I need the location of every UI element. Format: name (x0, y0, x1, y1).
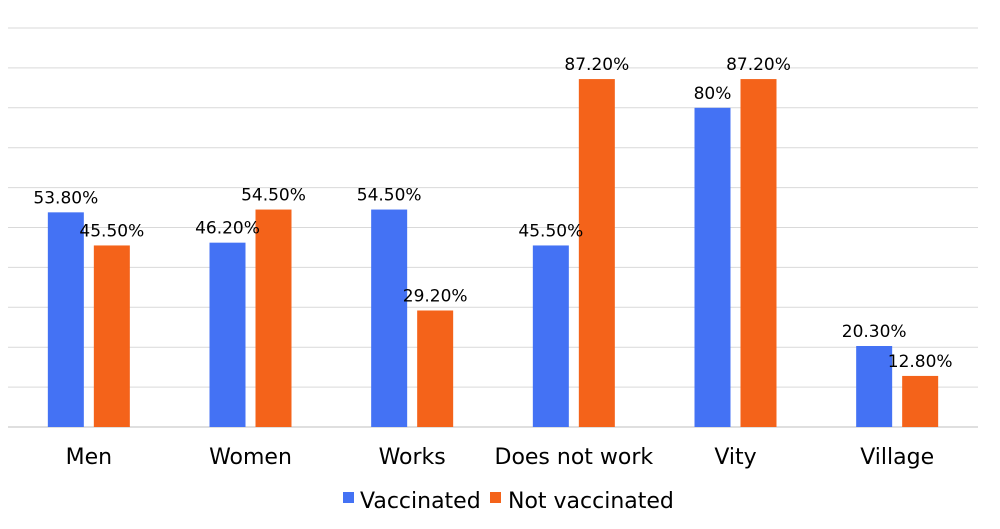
bar-vaccinated (47, 212, 84, 427)
bar-not-vaccinated (417, 310, 454, 427)
bar-vaccinated (371, 209, 408, 427)
value-label-vaccinated: 80% (694, 84, 732, 104)
bar-not-vaccinated (255, 209, 292, 427)
value-label-vaccinated: 45.50% (518, 221, 583, 241)
value-labels: 53.80% 45.50% 46.20% 54.50% 54.50% 29.20% 45.5… (33, 55, 952, 372)
category-label: Women (209, 445, 292, 470)
bar-vaccinated (532, 245, 569, 427)
category-label: Does not work (495, 445, 654, 470)
value-label-vaccinated: 54.50% (357, 186, 422, 206)
value-label-not-vaccinated: 12.80% (888, 352, 953, 372)
category-label: Village (860, 445, 934, 470)
bars (47, 79, 939, 428)
value-label-not-vaccinated: 87.20% (564, 55, 629, 75)
value-label-not-vaccinated: 45.50% (79, 221, 144, 241)
bar-not-vaccinated (902, 375, 939, 427)
value-label-vaccinated: 20.30% (842, 322, 907, 342)
bar-vaccinated (856, 346, 893, 427)
gridlines (8, 27, 978, 428)
value-label-vaccinated: 46.20% (195, 219, 260, 239)
legend-label-vaccinated: Vaccinated (360, 489, 481, 514)
legend: Vaccinated Not vaccinated (343, 489, 674, 514)
legend-label-not-vaccinated: Not vaccinated (508, 489, 674, 514)
legend-swatch-not-vaccinated (490, 492, 501, 503)
bar-not-vaccinated (93, 245, 130, 427)
value-label-not-vaccinated: 87.20% (726, 55, 791, 75)
category-label: Vity (714, 445, 756, 470)
bar-vaccinated (694, 107, 731, 428)
legend-swatch-vaccinated (343, 492, 354, 503)
bar-vaccinated (209, 242, 246, 427)
category-label: Works (379, 445, 446, 470)
value-label-not-vaccinated: 54.50% (241, 186, 306, 206)
bar-not-vaccinated (578, 79, 615, 428)
category-label: Men (66, 445, 112, 470)
value-label-vaccinated: 53.80% (33, 188, 98, 208)
category-labels: Men Women Works Does not work Vity Village (66, 445, 935, 470)
bar-not-vaccinated (740, 79, 777, 428)
value-label-not-vaccinated: 29.20% (403, 286, 468, 306)
